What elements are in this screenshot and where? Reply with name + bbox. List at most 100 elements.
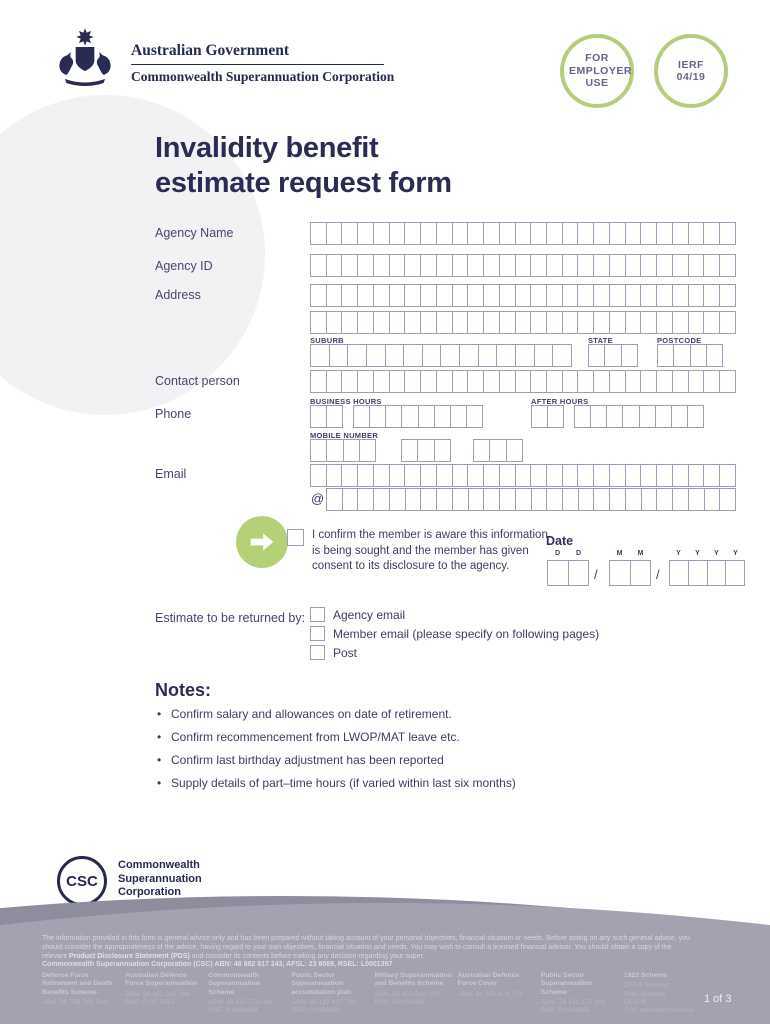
char-cell	[435, 222, 452, 245]
char-cell	[687, 370, 704, 393]
date-month-grid[interactable]	[609, 560, 651, 586]
char-cell	[624, 311, 641, 334]
char-cell	[467, 222, 484, 245]
notes-heading: Notes:	[155, 680, 212, 700]
email-label: Email	[155, 467, 187, 481]
business-hours-areacode-grid[interactable]	[310, 405, 343, 428]
date-year-grid[interactable]	[669, 560, 745, 586]
scheme-detail: PNG Scheme	[623, 990, 666, 998]
agency-email-checkbox[interactable]	[310, 607, 325, 622]
mobile-grid-part1[interactable]	[310, 439, 376, 462]
char-cell	[514, 464, 531, 487]
char-cell	[385, 405, 402, 428]
address-grid-line2[interactable]	[310, 311, 736, 334]
form-code-badge: IERF 04/19	[654, 34, 728, 108]
char-cell	[465, 405, 483, 428]
char-cell	[310, 370, 326, 393]
char-cell	[514, 311, 531, 334]
letterhead-rule	[131, 64, 384, 66]
char-cell	[436, 488, 452, 511]
char-cell	[546, 370, 562, 393]
char-cell	[420, 222, 436, 245]
char-cell	[404, 370, 421, 393]
char-cell	[433, 405, 450, 428]
agency-email-label: Agency email	[333, 608, 406, 622]
member-email-checkbox[interactable]	[310, 626, 325, 641]
char-cell	[388, 311, 405, 334]
char-cell	[477, 344, 497, 367]
mobile-grid-part3[interactable]	[473, 439, 523, 462]
char-cell	[467, 370, 484, 393]
char-cell	[325, 254, 342, 277]
char-cell	[561, 254, 578, 277]
footer: The information provided in this form is…	[0, 890, 770, 1024]
char-cell	[530, 464, 547, 487]
scheme-column: Defence Force Retirement and Death Benef…	[42, 972, 120, 1015]
char-cell	[341, 222, 358, 245]
char-cell	[483, 464, 499, 487]
char-cell	[451, 464, 468, 487]
state-grid[interactable]	[588, 344, 638, 367]
char-cell	[435, 370, 452, 393]
char-cell	[719, 464, 736, 487]
char-cell	[530, 488, 547, 511]
date-day-grid[interactable]	[547, 560, 589, 586]
agency-name-grid[interactable]	[310, 222, 736, 245]
agency-id-grid[interactable]	[310, 254, 736, 277]
consent-checkbox[interactable]	[287, 529, 304, 546]
char-cell	[440, 344, 460, 367]
char-cell	[498, 284, 515, 307]
address-grid-line1[interactable]	[310, 284, 736, 307]
business-hours-number-grid[interactable]	[353, 405, 483, 428]
disclaimer-text: The information provided in this form is…	[42, 935, 690, 960]
date-letter: Y	[733, 550, 738, 557]
after-hours-areacode-grid[interactable]	[531, 405, 564, 428]
char-cell	[703, 222, 720, 245]
char-cell	[640, 254, 657, 277]
attention-arrow-icon	[236, 516, 288, 568]
char-cell	[328, 344, 348, 367]
scheme-detail: ABN: 65 127 917 725	[291, 998, 357, 1006]
char-cell	[530, 370, 547, 393]
char-cell	[719, 311, 736, 334]
char-cell	[467, 284, 484, 307]
contact-person-grid[interactable]	[310, 370, 736, 393]
char-cell	[656, 254, 672, 277]
postcode-grid[interactable]	[657, 344, 723, 367]
char-cell	[372, 311, 389, 334]
char-cell	[420, 284, 436, 307]
char-cell	[703, 370, 720, 393]
char-cell	[624, 464, 641, 487]
char-cell	[624, 254, 641, 277]
char-cell	[561, 464, 578, 487]
after-hours-number-grid[interactable]	[574, 405, 704, 428]
scheme-detail: RSE: R1000306	[374, 998, 424, 1006]
char-cell	[365, 344, 385, 367]
suburb-grid[interactable]	[310, 344, 572, 367]
email-grid-line2[interactable]	[326, 488, 737, 511]
char-cell	[547, 405, 564, 428]
footer-band	[0, 903, 770, 1024]
scheme-detail: ABN: 50 925 523 120	[374, 990, 440, 998]
note-item: Supply details of part–time hours (if va…	[157, 776, 516, 790]
char-cell	[533, 344, 553, 367]
char-cell	[590, 405, 607, 428]
mobile-grid-part2[interactable]	[401, 439, 451, 462]
char-cell	[515, 344, 534, 367]
char-cell	[640, 284, 657, 307]
date-separator-1: /	[594, 567, 598, 582]
char-cell	[671, 222, 688, 245]
char-cell	[326, 439, 343, 462]
char-cell	[703, 311, 720, 334]
char-cell	[435, 284, 452, 307]
char-cell	[388, 284, 405, 307]
csc-logo-text: Commonwealth Superannuation Corporation	[118, 859, 202, 900]
char-cell	[654, 405, 671, 428]
email-grid-line1[interactable]	[310, 464, 736, 487]
scheme-detail: RSE: R1004649	[208, 1007, 258, 1015]
post-checkbox[interactable]	[310, 645, 325, 660]
char-cell	[369, 405, 386, 428]
csc-logo-line: Superannuation	[118, 872, 202, 885]
scheme-detail: RSE: R1004601	[291, 1007, 341, 1015]
char-cell	[342, 439, 359, 462]
